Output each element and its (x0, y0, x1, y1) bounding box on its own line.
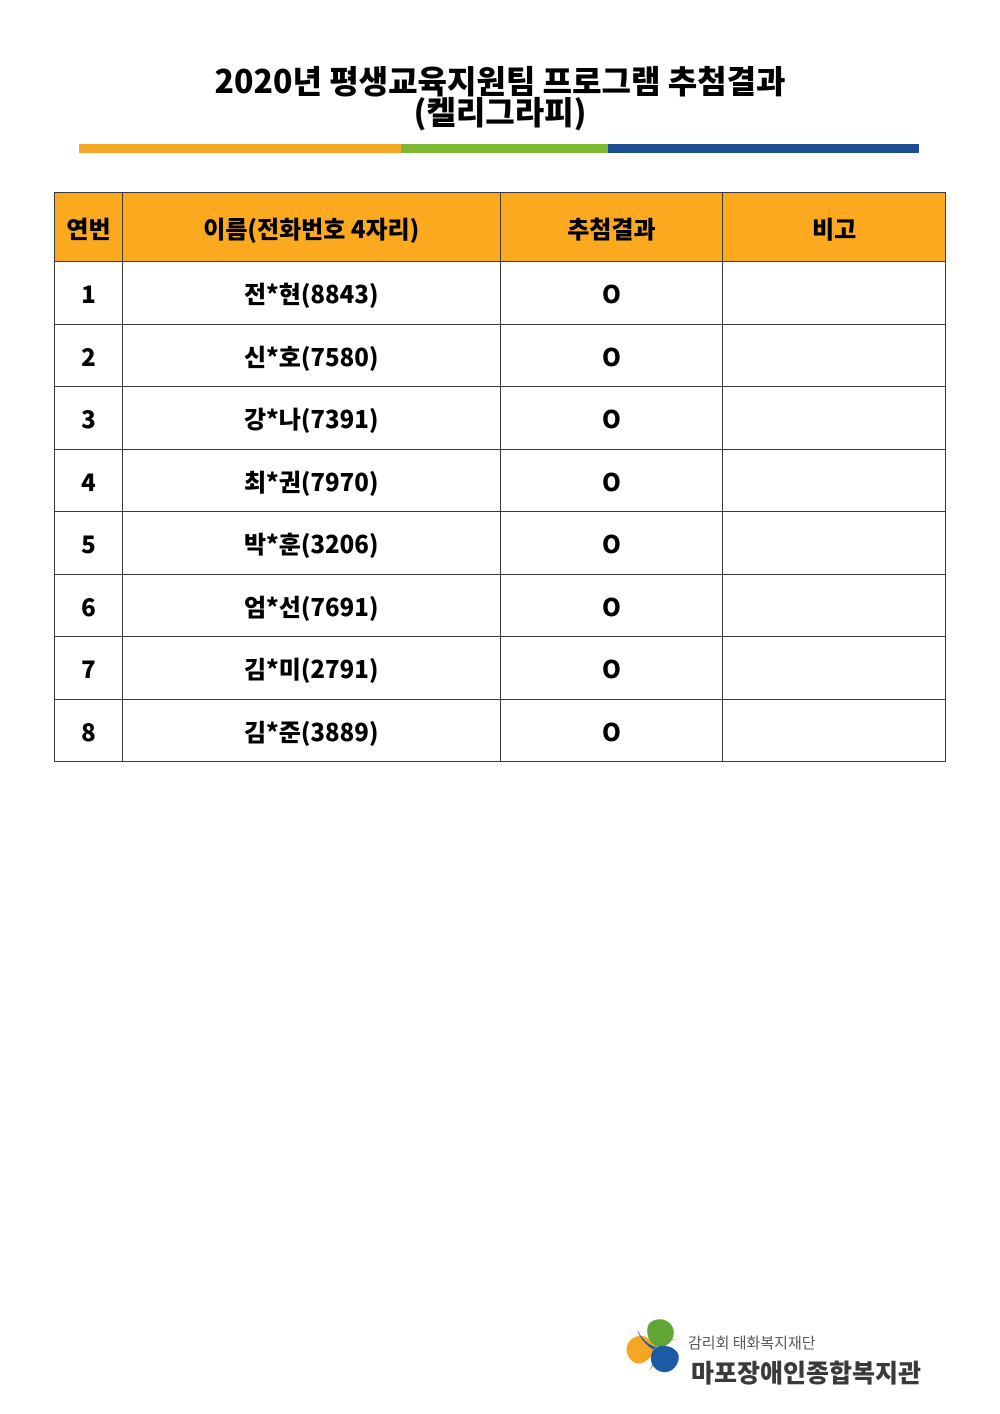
svg-text:마포장애인종합복지관: 마포장애인종합복지관 (691, 1354, 921, 1390)
svg-text:감리회 태화복지재단: 감리회 태화복지재단 (688, 1332, 816, 1353)
